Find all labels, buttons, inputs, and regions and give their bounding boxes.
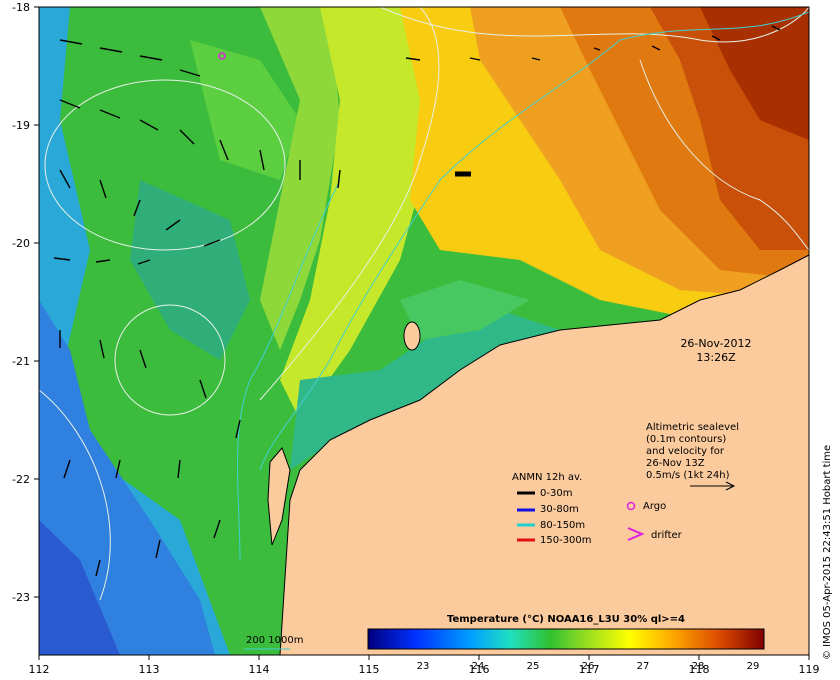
velocity-arrows xyxy=(53,25,781,577)
drifter-icon xyxy=(627,527,645,541)
y-tick: -23 xyxy=(12,591,30,604)
map-frame xyxy=(38,6,810,656)
y-tick: -20 xyxy=(12,237,30,250)
y-tick: -22 xyxy=(12,473,30,486)
land-peninsula xyxy=(267,447,291,546)
drifter-label: drifter xyxy=(651,530,683,541)
anmn-item-label: 80-150m xyxy=(540,520,585,531)
land-mainland xyxy=(279,254,809,655)
y-tick: -18 xyxy=(12,1,30,14)
colorbar-gradient xyxy=(367,628,765,650)
colorbar-title: Temperature (°C) NOAA16_L3U 30% ql>=4 xyxy=(447,614,685,625)
altimetric-line: 26-Nov 13Z xyxy=(646,458,705,469)
argo-icon xyxy=(626,501,636,511)
altimetric-line: Altimetric sealevel xyxy=(646,422,739,433)
altimetric-legend: Altimetric sealevel (0.1m contours) and … xyxy=(646,422,739,491)
x-tick: 117 xyxy=(579,663,600,676)
colorbar: Temperature (°C) NOAA16_L3U 30% ql>=4 23… xyxy=(367,614,765,672)
map-date: 26-Nov-2012 xyxy=(680,337,751,350)
colorbar-tick: 27 xyxy=(637,661,650,672)
x-tick: 119 xyxy=(799,663,820,676)
altimetric-line: (0.1m contours) xyxy=(646,434,726,445)
colorbar-tick: 25 xyxy=(527,661,540,672)
map-time: 13:26Z xyxy=(696,351,736,364)
isobath-label: 200 1000m xyxy=(246,635,303,646)
x-tick: 113 xyxy=(139,663,160,676)
side-credit: © IMOS 05-Apr-2015 22:43:51 Hobart time xyxy=(822,445,833,660)
anmn-legend: ANMN 12h av. 0-30m 30-80m 80-150m 150-30… xyxy=(512,472,592,546)
altimetric-line: and velocity for xyxy=(646,446,725,457)
isobath-lines xyxy=(237,11,809,561)
colorbar-tick: 24 xyxy=(472,661,485,672)
sealevel-contours xyxy=(39,7,809,601)
x-tick: 116 xyxy=(469,663,490,676)
isobath-legend: 200 1000m xyxy=(244,635,303,650)
y-tick: -21 xyxy=(12,355,30,368)
y-axis: -18 -19 -20 -21 -22 -23 xyxy=(12,1,39,604)
x-tick: 118 xyxy=(689,663,710,676)
land-island xyxy=(403,321,421,351)
y-tick: -19 xyxy=(12,119,30,132)
scale-arrow xyxy=(690,481,736,491)
colorbar-tick: 29 xyxy=(747,661,760,672)
marker-legend: Argo drifter xyxy=(626,501,683,541)
anmn-item-label: 0-30m xyxy=(540,488,572,499)
anmn-item-label: 150-300m xyxy=(540,535,592,546)
anmn-title: ANMN 12h av. xyxy=(512,472,582,483)
x-tick: 115 xyxy=(359,663,380,676)
argo-float-marker xyxy=(218,52,226,60)
colorbar-tick: 26 xyxy=(582,661,595,672)
altimetric-line: 0.5m/s (1kt 24h) xyxy=(646,470,730,481)
colorbar-tick: 23 xyxy=(417,661,430,672)
sst-field xyxy=(39,7,809,655)
argo-label: Argo xyxy=(643,501,666,512)
x-tick: 112 xyxy=(29,663,50,676)
anmn-item-label: 30-80m xyxy=(540,504,579,515)
colorbar-tick: 28 xyxy=(692,661,705,672)
x-tick: 114 xyxy=(249,663,270,676)
x-axis: 112 113 114 115 116 117 118 119 xyxy=(29,655,820,676)
